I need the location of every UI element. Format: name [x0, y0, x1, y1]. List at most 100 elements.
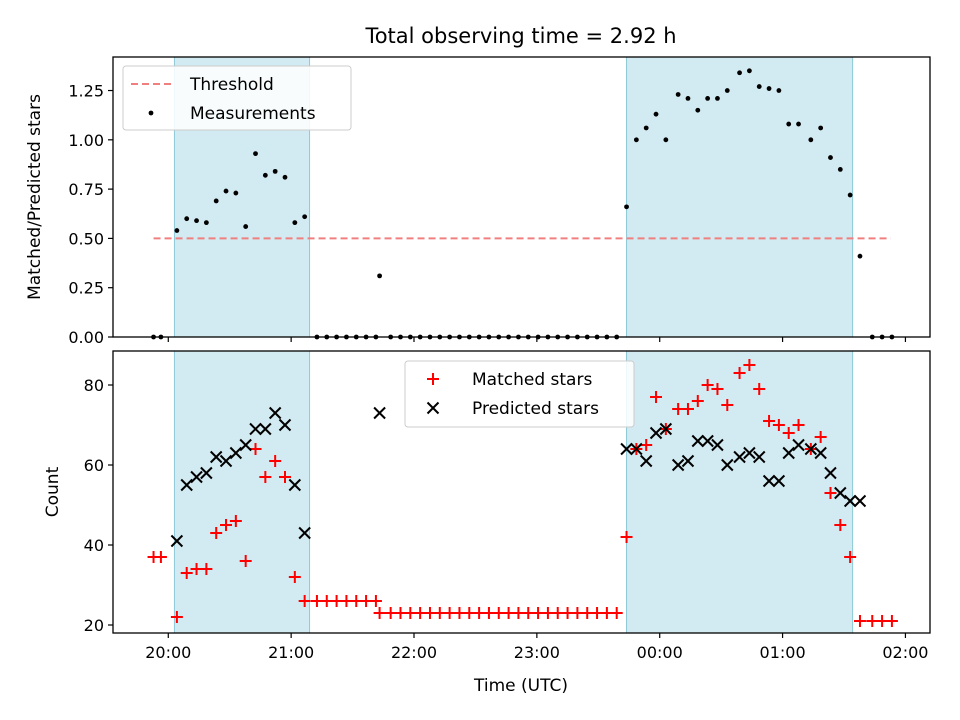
data-point [268, 406, 282, 420]
data-point [814, 431, 827, 443]
data-point [756, 84, 762, 89]
legend-swatch [426, 401, 440, 415]
data-point [650, 391, 663, 403]
observing-window-shade [173, 350, 311, 634]
legend-box [404, 360, 635, 428]
data-point [373, 607, 386, 619]
data-point [203, 220, 209, 226]
data-point [715, 96, 720, 101]
data-point [630, 442, 643, 456]
data-point [239, 438, 252, 452]
data-point [776, 88, 782, 93]
data-point [834, 486, 847, 500]
y-tick-label: 40 [84, 536, 104, 555]
data-point [763, 415, 776, 427]
data-point [675, 92, 681, 97]
data-point [857, 253, 863, 259]
legend-label: Measurements [190, 104, 316, 124]
data-point [685, 96, 691, 101]
data-point [724, 88, 730, 93]
data-point [766, 86, 772, 91]
bottom-panel-frame [112, 350, 931, 634]
data-point [220, 519, 233, 531]
data-point [229, 446, 243, 460]
y-tick-label: 1.25 [68, 82, 104, 101]
top-y-axis: 0.00 0.25 0.50 0.75 1.00 1.25 [68, 82, 113, 347]
data-point [210, 527, 223, 539]
data-point [194, 218, 199, 224]
data-point [253, 151, 258, 157]
x-tick-label: 02:00 [882, 643, 928, 662]
data-point [743, 359, 756, 371]
data-point [663, 137, 669, 143]
data-point [288, 478, 302, 492]
data-point [737, 70, 742, 76]
data-point [229, 515, 242, 527]
data-point [649, 426, 663, 440]
legend-swatch [148, 110, 154, 116]
observing-window-shade [626, 56, 854, 338]
y-tick-label: 0.75 [68, 180, 104, 199]
data-point [239, 555, 252, 567]
bottom-legend: Matched stars Predicted stars [404, 360, 635, 428]
data-point [828, 155, 833, 160]
data-point [610, 607, 623, 619]
top-panel-ylabel: Matched/Predicted stars [25, 94, 45, 300]
data-point [786, 121, 792, 127]
data-point [695, 107, 701, 113]
data-point [792, 419, 805, 431]
y-tick-label: 20 [84, 616, 104, 635]
data-point [701, 379, 714, 391]
data-point [701, 434, 714, 448]
data-point [259, 422, 272, 436]
observing-window-shade [626, 350, 854, 634]
data-point [620, 442, 633, 456]
top-panel-frame [112, 56, 931, 338]
data-point [792, 438, 805, 452]
x-tick-label: 01:00 [760, 643, 806, 662]
data-point [671, 458, 685, 472]
data-point [278, 418, 292, 432]
data-point [302, 214, 308, 220]
bottom-panel-ylabel: Count [43, 466, 63, 517]
data-point [292, 220, 298, 226]
data-point [814, 446, 827, 460]
data-point [298, 595, 311, 607]
data-point [262, 172, 268, 178]
x-axis-label: Time (UTC) [473, 676, 568, 696]
data-point [219, 454, 233, 468]
top-legend: Threshold Measurements [122, 65, 352, 131]
data-point [282, 174, 288, 180]
x-tick-label: 23:00 [514, 643, 560, 662]
data-point [782, 427, 795, 439]
data-point [818, 125, 824, 131]
data-point [174, 228, 180, 233]
data-point [213, 198, 219, 204]
data-point [705, 96, 711, 101]
series-matched-stars [147, 359, 898, 627]
legend-label: Threshold [189, 75, 274, 95]
data-point [837, 166, 843, 172]
data-point [772, 419, 785, 431]
data-point [259, 471, 272, 483]
data-point [249, 443, 262, 455]
data-point [808, 137, 814, 143]
data-point [233, 190, 239, 196]
y-tick-label: 0.00 [68, 328, 104, 347]
bottom-x-axis: 20:00 21:00 22:00 23:00 00:00 01:00 02:00 [145, 633, 928, 662]
data-point [249, 422, 262, 436]
x-tick-label: 22:00 [391, 643, 437, 662]
data-point [209, 450, 223, 464]
y-tick-label: 1.00 [68, 131, 104, 150]
data-point [885, 615, 898, 627]
data-point [643, 125, 649, 131]
data-point [624, 204, 629, 210]
data-point [180, 567, 193, 579]
data-point [824, 487, 837, 499]
data-point [762, 474, 776, 488]
data-point [269, 455, 282, 467]
data-point [681, 403, 694, 415]
legend-label: Matched stars [472, 370, 592, 390]
data-point [772, 474, 786, 488]
